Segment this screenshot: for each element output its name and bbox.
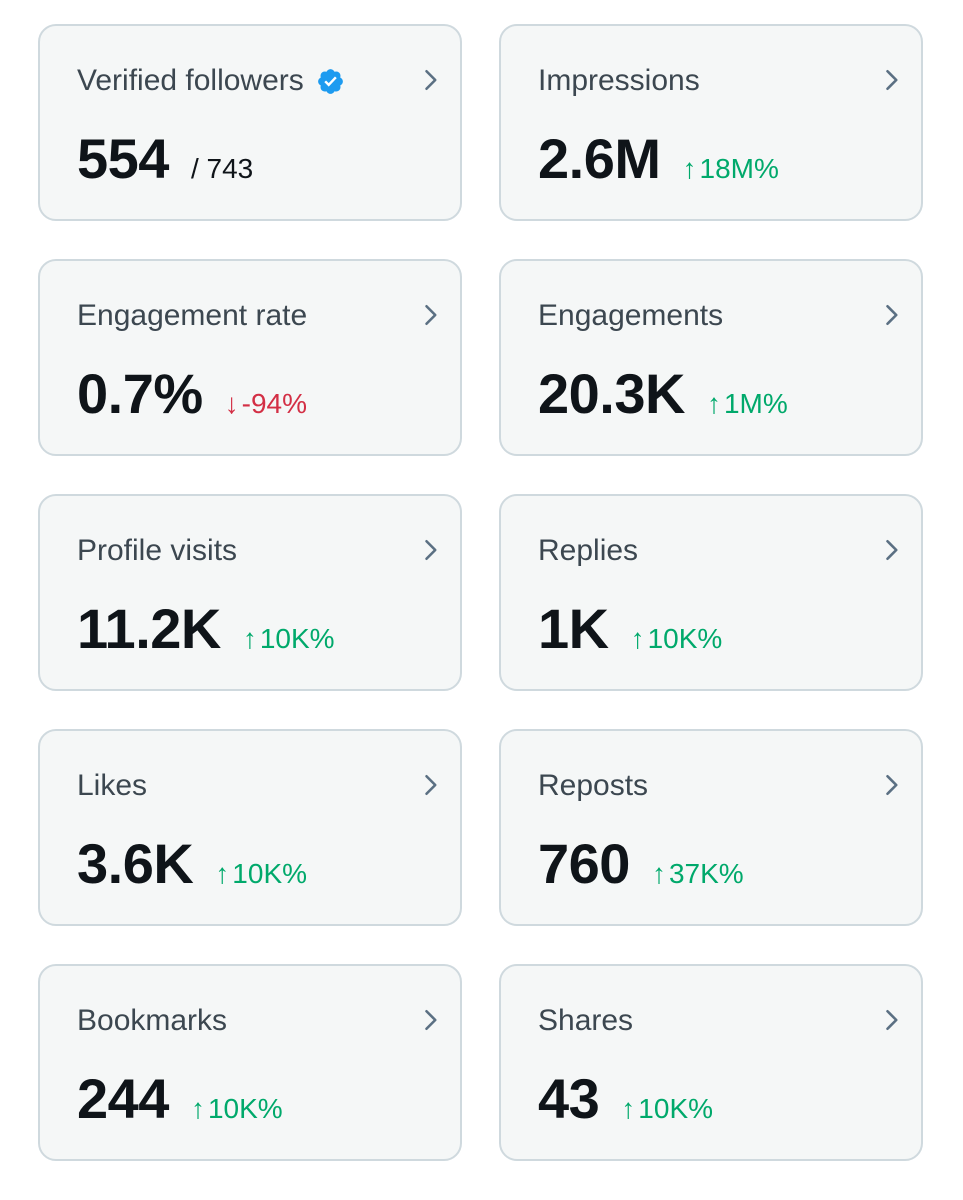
card-value-row: 20.3K ↑ 1M%: [538, 362, 788, 426]
change-indicator: ↑ 10K%: [191, 1093, 283, 1125]
arrow-up-icon: ↑: [651, 858, 666, 889]
chevron-right-icon: [425, 1009, 437, 1031]
card-reposts[interactable]: Reposts 760 ↑ 37K%: [499, 729, 923, 926]
change-value: 10K%: [647, 623, 723, 654]
change-value: 10K%: [232, 858, 308, 889]
card-title: Engagements: [538, 299, 724, 332]
card-value: 2.6M: [538, 127, 661, 190]
card-value: 20.3K: [538, 362, 685, 425]
arrow-up-icon: ↑: [706, 388, 721, 419]
change-value: -94%: [241, 388, 308, 419]
chevron-right-icon: [886, 69, 898, 91]
card-likes[interactable]: Likes 3.6K ↑ 10K%: [38, 729, 462, 926]
arrow-up-icon: ↑: [682, 153, 697, 184]
change-value: 1M%: [723, 388, 788, 419]
card-shares[interactable]: Shares 43 ↑ 10K%: [499, 964, 923, 1161]
arrow-down-icon: ↓: [224, 388, 239, 419]
arrow-up-icon: ↑: [190, 1093, 205, 1124]
chevron-right-icon: [886, 1009, 898, 1031]
card-title-text: Verified followers: [77, 64, 304, 97]
chevron-right-icon: [425, 539, 437, 561]
card-title: Verified followers: [77, 63, 345, 99]
change-indicator: ↑ 10K%: [621, 1093, 713, 1125]
card-replies[interactable]: Replies 1K ↑ 10K%: [499, 494, 923, 691]
chevron-right-icon: [886, 774, 898, 796]
card-value: 11.2K: [77, 597, 221, 660]
card-impressions[interactable]: Impressions 2.6M ↑ 18M%: [499, 24, 923, 221]
change-indicator: ↑ 37K%: [652, 858, 744, 890]
card-bookmarks[interactable]: Bookmarks 244 ↑ 10K%: [38, 964, 462, 1161]
verified-badge-icon: [317, 68, 343, 94]
card-value: 3.6K: [77, 832, 194, 895]
card-title: Shares: [538, 1004, 634, 1037]
change-value: 10K%: [207, 1093, 283, 1124]
card-title: Likes: [77, 769, 148, 802]
card-value: 1K: [538, 597, 609, 660]
card-value-row: 3.6K ↑ 10K%: [77, 832, 307, 896]
arrow-up-icon: ↑: [621, 1093, 636, 1124]
card-value-row: 0.7% ↓ -94%: [77, 362, 307, 426]
chevron-right-icon: [425, 774, 437, 796]
change-indicator: ↑ 10K%: [631, 623, 723, 655]
change-value: 10K%: [638, 1093, 714, 1124]
card-value-row: 1K ↑ 10K%: [538, 597, 722, 661]
card-value-row: 43 ↑ 10K%: [538, 1067, 713, 1131]
card-value: 43: [538, 1067, 600, 1130]
card-value-row: 760 ↑ 37K%: [538, 832, 744, 896]
card-value: 760: [538, 832, 630, 895]
change-value: 10K%: [259, 623, 335, 654]
card-title: Replies: [538, 534, 639, 567]
change-indicator: ↑ 10K%: [215, 858, 307, 890]
change-value: 37K%: [668, 858, 744, 889]
card-title: Bookmarks: [77, 1004, 228, 1037]
card-profile-visits[interactable]: Profile visits 11.2K ↑ 10K%: [38, 494, 462, 691]
change-indicator: ↓ -94%: [225, 388, 307, 420]
card-value-row: 244 ↑ 10K%: [77, 1067, 283, 1131]
card-value-row: 11.2K ↑ 10K%: [77, 597, 335, 661]
change-indicator: ↑ 18M%: [683, 153, 779, 185]
chevron-right-icon: [886, 539, 898, 561]
chevron-right-icon: [425, 69, 437, 91]
card-value: 0.7%: [77, 362, 203, 425]
change-indicator: ↑ 1M%: [707, 388, 788, 420]
card-total: / 743: [190, 153, 254, 184]
card-value-row: 2.6M ↑ 18M%: [538, 127, 779, 191]
arrow-up-icon: ↑: [630, 623, 645, 654]
change-value: 18M%: [699, 153, 779, 184]
card-title: Impressions: [538, 64, 700, 97]
arrow-up-icon: ↑: [215, 858, 230, 889]
arrow-up-icon: ↑: [242, 623, 257, 654]
card-title: Reposts: [538, 769, 649, 802]
card-title: Engagement rate: [77, 299, 308, 332]
chevron-right-icon: [886, 304, 898, 326]
card-value-row: 554 / 743: [77, 127, 253, 191]
card-title: Profile visits: [77, 534, 238, 567]
chevron-right-icon: [425, 304, 437, 326]
card-engagement-rate[interactable]: Engagement rate 0.7% ↓ -94%: [38, 259, 462, 456]
change-indicator: ↑ 10K%: [243, 623, 335, 655]
card-engagements[interactable]: Engagements 20.3K ↑ 1M%: [499, 259, 923, 456]
card-value: 554: [77, 127, 169, 190]
card-value: 244: [77, 1067, 169, 1130]
card-verified-followers[interactable]: Verified followers 554 / 743: [38, 24, 462, 221]
